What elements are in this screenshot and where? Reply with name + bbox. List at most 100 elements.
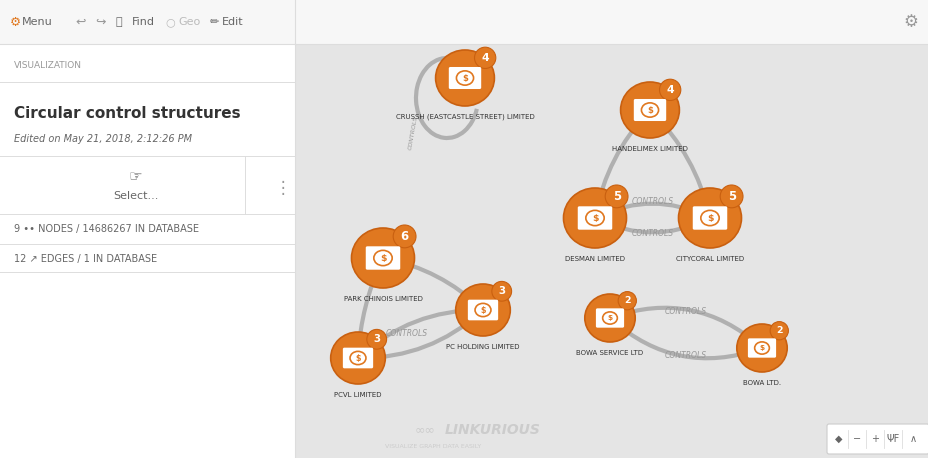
Text: ◆: ◆ — [834, 434, 842, 444]
FancyArrowPatch shape — [595, 112, 648, 215]
Text: Menu: Menu — [22, 17, 53, 27]
FancyArrowPatch shape — [385, 258, 481, 308]
Text: 🔍: 🔍 — [115, 17, 122, 27]
Circle shape — [617, 292, 636, 310]
Ellipse shape — [677, 188, 741, 248]
FancyArrowPatch shape — [612, 320, 758, 358]
Text: Find: Find — [132, 17, 155, 27]
FancyArrowPatch shape — [360, 310, 480, 356]
Text: $: $ — [706, 213, 713, 223]
Text: Circular control structures: Circular control structures — [14, 107, 240, 121]
Text: +: + — [870, 434, 878, 444]
Text: PC HOLDING LIMITED: PC HOLDING LIMITED — [445, 344, 519, 350]
Text: 6: 6 — [400, 230, 408, 243]
Ellipse shape — [736, 324, 786, 372]
Text: $: $ — [758, 345, 764, 351]
Text: ↪: ↪ — [95, 16, 106, 28]
Text: LINKURIOUS: LINKURIOUS — [445, 423, 540, 437]
Text: ☞: ☞ — [129, 169, 142, 185]
Bar — [0, 44, 295, 458]
FancyArrowPatch shape — [360, 312, 481, 358]
Text: 3: 3 — [373, 334, 380, 344]
Text: HANDELIMEX LIMITED: HANDELIMEX LIMITED — [612, 146, 688, 152]
Text: BOWA SERVICE LTD: BOWA SERVICE LTD — [575, 350, 643, 356]
Text: Edited on May 21, 2018, 2:12:26 PM: Edited on May 21, 2018, 2:12:26 PM — [14, 134, 192, 144]
FancyBboxPatch shape — [448, 67, 481, 89]
FancyBboxPatch shape — [747, 338, 775, 358]
Text: CONTROLS: CONTROLS — [385, 329, 427, 338]
Text: CONTROLS: CONTROLS — [664, 306, 706, 316]
Text: Geo: Geo — [178, 17, 200, 27]
Ellipse shape — [351, 228, 414, 288]
Text: CRUSSH (EASTCASTLE STREET) LIMITED: CRUSSH (EASTCASTLE STREET) LIMITED — [395, 114, 534, 120]
Ellipse shape — [584, 294, 635, 342]
Text: 12 ↗ EDGES / 1 IN DATABASE: 12 ↗ EDGES / 1 IN DATABASE — [14, 254, 157, 264]
FancyArrowPatch shape — [597, 219, 707, 232]
Text: ○: ○ — [165, 17, 174, 27]
Text: ⚙: ⚙ — [10, 16, 21, 28]
Ellipse shape — [435, 50, 494, 106]
FancyBboxPatch shape — [826, 424, 928, 454]
Text: CONTROLS: CONTROLS — [631, 197, 673, 207]
Text: PCVL LIMITED: PCVL LIMITED — [334, 392, 381, 398]
Text: $: $ — [607, 315, 612, 321]
Text: 5: 5 — [612, 190, 620, 203]
FancyBboxPatch shape — [633, 99, 665, 121]
Text: Edit: Edit — [222, 17, 243, 27]
Bar — [0, 0, 928, 44]
Circle shape — [659, 79, 680, 100]
Text: ↩: ↩ — [75, 16, 85, 28]
Circle shape — [393, 225, 416, 248]
Circle shape — [474, 47, 496, 69]
Text: ΨF: ΨF — [885, 434, 898, 444]
Text: $: $ — [461, 73, 468, 82]
Text: DESMAN LIMITED: DESMAN LIMITED — [564, 256, 625, 262]
Text: CONTROLS: CONTROLS — [407, 115, 418, 150]
Ellipse shape — [330, 332, 385, 384]
Text: ∧: ∧ — [909, 434, 916, 444]
Text: $: $ — [647, 105, 652, 114]
FancyBboxPatch shape — [692, 206, 727, 230]
Circle shape — [491, 281, 511, 301]
FancyArrowPatch shape — [597, 204, 707, 217]
Text: CITYCORAL LIMITED: CITYCORAL LIMITED — [676, 256, 743, 262]
FancyBboxPatch shape — [366, 246, 400, 270]
FancyArrowPatch shape — [358, 261, 381, 355]
FancyBboxPatch shape — [342, 348, 373, 368]
Text: ✏: ✏ — [210, 17, 219, 27]
Text: 9 •• NODES / 14686267 IN DATABASE: 9 •• NODES / 14686267 IN DATABASE — [14, 224, 199, 234]
Text: 4: 4 — [665, 85, 673, 95]
Text: 3: 3 — [497, 286, 505, 296]
Circle shape — [719, 185, 742, 208]
Text: PARK CHINOIS LIMITED: PARK CHINOIS LIMITED — [343, 296, 422, 302]
Text: ⋮: ⋮ — [275, 179, 291, 197]
Ellipse shape — [563, 188, 625, 248]
FancyArrowPatch shape — [612, 308, 759, 346]
Text: $: $ — [480, 305, 485, 315]
Text: $: $ — [591, 213, 598, 223]
Ellipse shape — [620, 82, 678, 138]
FancyBboxPatch shape — [577, 206, 612, 230]
Text: Select...: Select... — [113, 191, 158, 201]
FancyBboxPatch shape — [595, 308, 624, 327]
Text: CONTROLS: CONTROLS — [664, 350, 706, 360]
Text: $: $ — [354, 354, 360, 362]
Circle shape — [769, 322, 788, 340]
Text: BOWA LTD.: BOWA LTD. — [742, 380, 780, 386]
Text: VISUALIZE GRAPH DATA EASILY: VISUALIZE GRAPH DATA EASILY — [384, 444, 481, 449]
Text: CONTROLS: CONTROLS — [631, 229, 673, 239]
Text: 2: 2 — [624, 296, 630, 305]
Circle shape — [367, 329, 386, 349]
FancyArrowPatch shape — [651, 112, 709, 215]
Text: $: $ — [380, 253, 386, 262]
Text: ∞∞: ∞∞ — [414, 424, 435, 436]
Text: ⚙: ⚙ — [903, 13, 918, 31]
Text: 5: 5 — [727, 190, 735, 203]
Ellipse shape — [456, 284, 509, 336]
Text: 4: 4 — [481, 53, 488, 63]
Text: VISUALIZATION: VISUALIZATION — [14, 61, 82, 71]
Text: −: − — [852, 434, 860, 444]
FancyBboxPatch shape — [468, 300, 497, 320]
Circle shape — [604, 185, 627, 208]
Text: 2: 2 — [775, 326, 781, 335]
